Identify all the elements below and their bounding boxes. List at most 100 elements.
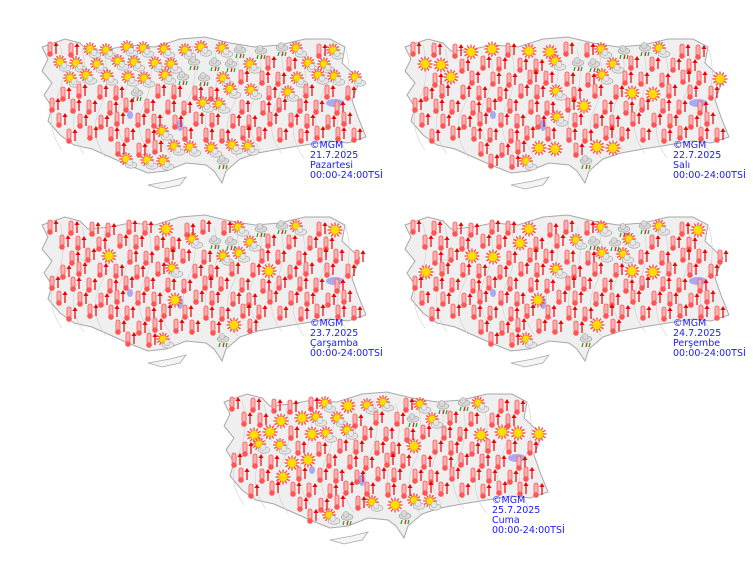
sunny-icon <box>433 57 449 73</box>
hot-thermometer-icon <box>345 85 357 101</box>
hot-thermometer-icon <box>324 262 336 278</box>
hot-thermometer-icon <box>460 262 472 278</box>
hot-thermometer-icon <box>68 42 80 58</box>
partly-cloudy-icon <box>53 55 72 72</box>
sunny-icon <box>589 139 605 155</box>
hot-thermometer-icon <box>134 264 146 280</box>
partly-cloudy-icon <box>223 82 242 99</box>
hot-thermometer-icon <box>439 83 451 99</box>
hot-thermometer-icon <box>107 100 119 116</box>
hot-thermometer-icon <box>324 84 336 100</box>
hot-thermometer-icon <box>77 113 89 129</box>
hot-thermometer-icon <box>316 221 328 237</box>
hot-thermometer-icon <box>209 112 221 128</box>
thunder-rain-icon <box>406 413 420 428</box>
hot-thermometer-icon <box>303 83 315 99</box>
partly-cloudy-icon <box>548 54 567 71</box>
partly-cloudy-icon <box>119 152 138 169</box>
partly-cloudy-icon <box>165 261 184 278</box>
hot-thermometer-icon <box>496 480 508 496</box>
sunny-icon <box>463 44 479 60</box>
hot-thermometer-icon <box>469 70 481 86</box>
hot-thermometer-icon <box>286 56 298 72</box>
hot-thermometer-icon <box>461 114 473 130</box>
thunder-rain-icon <box>233 44 247 59</box>
hot-thermometer-icon <box>241 411 253 427</box>
hot-thermometer-icon <box>126 219 138 235</box>
partly-cloudy-icon <box>215 41 234 58</box>
caption-copyright: ©MGM <box>673 140 707 151</box>
hot-thermometer-icon <box>582 306 594 322</box>
thunder-rain-icon <box>216 155 230 170</box>
hot-thermometer-icon <box>679 43 691 59</box>
thunder-rain-icon <box>254 223 268 238</box>
forecast-map-day-5: ©MGM 25.7.2025 Cuma 00:00-24:00TSİ <box>212 380 567 555</box>
partly-cloudy-icon <box>183 140 202 157</box>
hot-thermometer-icon <box>697 278 709 294</box>
hot-thermometer-icon <box>96 236 108 252</box>
hot-thermometer-icon <box>461 292 473 308</box>
hot-thermometer-icon <box>527 69 539 85</box>
hot-thermometer-icon <box>108 126 120 142</box>
hot-thermometer-icon <box>142 220 154 236</box>
caption-date: 24.7.2025 <box>673 328 722 339</box>
hot-thermometer-icon <box>507 276 519 292</box>
hot-thermometer-icon <box>679 221 691 237</box>
hot-thermometer-icon <box>97 262 109 278</box>
hot-thermometer-icon <box>554 233 566 249</box>
sunny-icon <box>576 98 592 114</box>
hot-thermometer-icon <box>333 468 345 484</box>
caption-date: 23.7.2025 <box>310 328 359 339</box>
hot-thermometer-icon <box>535 114 547 130</box>
hot-thermometer-icon <box>610 318 622 334</box>
hot-thermometer-icon <box>432 250 444 266</box>
hot-thermometer-icon <box>499 320 511 336</box>
hot-thermometer-icon <box>297 276 309 292</box>
partly-cloudy-icon <box>99 43 118 60</box>
hot-thermometer-icon <box>536 318 548 334</box>
thunder-rain-icon <box>208 235 222 250</box>
hot-thermometer-icon <box>442 455 454 471</box>
partly-cloudy-icon <box>273 438 292 455</box>
thunder-rain-icon <box>197 72 211 87</box>
hot-thermometer-icon <box>60 86 72 102</box>
thunder-rain-icon <box>638 220 652 235</box>
sunny-icon <box>485 249 501 265</box>
partly-cloudy-icon <box>243 235 262 252</box>
sunny-icon <box>294 410 310 426</box>
thunder-rain-icon <box>275 42 289 57</box>
lake <box>359 474 365 486</box>
hot-thermometer-icon <box>87 125 99 141</box>
hot-thermometer-icon <box>180 248 192 264</box>
hot-thermometer-icon <box>639 97 651 113</box>
hot-thermometer-icon <box>47 219 59 235</box>
hot-thermometer-icon <box>476 263 488 279</box>
hot-thermometer-icon <box>288 112 300 128</box>
hot-thermometer-icon <box>518 261 530 277</box>
hot-thermometer-icon <box>86 277 98 293</box>
hot-thermometer-icon <box>154 235 166 251</box>
hot-thermometer-icon <box>352 413 364 429</box>
sunny-icon <box>304 426 320 442</box>
hot-thermometer-icon <box>441 425 453 441</box>
hot-thermometer-icon <box>265 55 277 71</box>
hot-thermometer-icon <box>566 127 578 143</box>
hot-thermometer-icon <box>433 98 445 114</box>
partly-cloudy-icon <box>241 139 260 156</box>
partly-cloudy-icon <box>164 57 183 74</box>
hot-thermometer-icon <box>219 306 231 322</box>
forecast-map-day-2: ©MGM 22.7.2025 Salı 00:00-24:00TSİ <box>393 25 748 200</box>
map-caption: ©MGM 21.7.2025 Pazartesi 00:00-24:00TSİ <box>310 141 383 181</box>
partly-cloudy-icon <box>322 508 341 525</box>
hot-thermometer-icon <box>429 128 441 144</box>
hot-thermometer-icon <box>431 220 443 236</box>
hot-thermometer-icon <box>68 220 80 236</box>
hot-thermometer-icon <box>115 319 127 335</box>
hot-thermometer-icon <box>77 291 89 307</box>
partly-cloudy-icon <box>326 43 345 60</box>
hot-thermometer-icon <box>135 290 147 306</box>
partly-cloudy-icon <box>281 85 300 102</box>
thunder-rain-icon <box>176 71 190 86</box>
sunny-icon <box>589 317 605 333</box>
sunny-icon <box>512 235 528 251</box>
